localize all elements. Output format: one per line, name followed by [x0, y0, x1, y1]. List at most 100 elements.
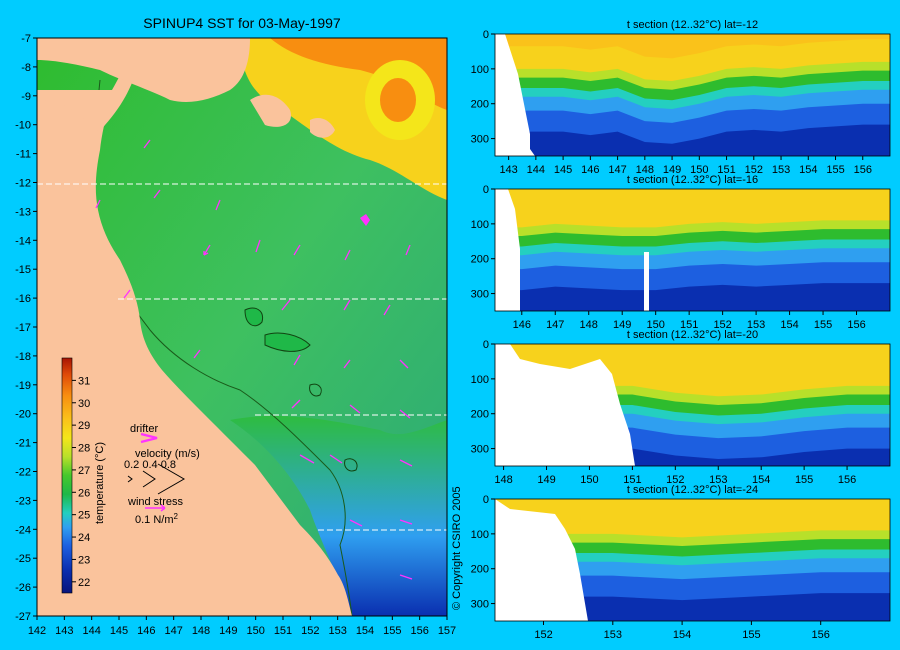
section-x-tick-label: 154: [673, 629, 691, 641]
colorbar-tick-label: 29: [78, 420, 90, 432]
section-x-tick-label: 148: [580, 319, 598, 331]
map-y-tick-label: -7: [21, 33, 31, 45]
map-x-tick-label: 144: [82, 625, 100, 637]
section-frame: [494, 343, 891, 467]
section-x-tick-label: 143: [499, 164, 517, 176]
map-y-tick-label: -25: [15, 553, 31, 565]
section-x-tick-label: 154: [780, 319, 798, 331]
map-y-tick-label: -24: [15, 524, 31, 536]
island: [310, 118, 335, 138]
section-temperature-band: [495, 283, 890, 311]
island: [250, 94, 291, 127]
drifter-label: drifter: [130, 423, 158, 435]
section-y-tick-label: 200: [471, 99, 489, 111]
section-x-tick-label: 150: [580, 474, 598, 486]
map-y-tick-label: -11: [16, 149, 31, 161]
map-y-tick-label: -15: [15, 264, 31, 276]
map-y-axis: -7 -8 -9 -10 -11 -12 -13 -14 -15 -16 -17 -18 -19 -20 -…: [15, 33, 37, 623]
map-x-tick-label: 149: [219, 625, 237, 637]
section-y-tick-label: 100: [471, 64, 489, 76]
velocity-arrows-icon: [127, 463, 186, 495]
section-x-tick-label: 151: [623, 474, 641, 486]
map-x-tick-label: 148: [192, 625, 210, 637]
section-seafloor: [495, 499, 588, 621]
map-title: SPINUP4 SST for 03-May-1997: [143, 15, 341, 31]
section-x-tick-label: 154: [752, 474, 770, 486]
map-x-tick-label: 143: [55, 625, 73, 637]
map-x-tick-label: 157: [438, 625, 456, 637]
section-panel: t section (12..32°C) lat=-24 0 100 200 300 15…: [471, 484, 891, 641]
new-guinea-land: [37, 38, 250, 102]
map-y-tick-label: -17: [15, 322, 31, 334]
section-x-tick-label: 155: [742, 629, 760, 641]
map-y-tick-label: -9: [21, 91, 31, 103]
colorbar-tick-label: 30: [78, 398, 90, 410]
section-y-tick-label: 300: [471, 444, 489, 456]
map-y-tick-label: -12: [15, 178, 31, 190]
colorbar-ticks: 22 23 24 25 26 27 28 29 30 31: [72, 375, 90, 589]
section-title: t section (12..32°C) lat=-16: [627, 174, 758, 186]
map-y-tick-label: -8: [21, 62, 31, 74]
section-ridge: [644, 252, 649, 311]
section-x-tick-label: 144: [527, 164, 545, 176]
section-x-tick-label: 153: [604, 629, 622, 641]
map-y-tick-label: -27: [15, 611, 31, 623]
section-x-tick-label: 147: [608, 164, 626, 176]
map-x-tick-label: 156: [410, 625, 428, 637]
colorbar-tick-label: 22: [78, 577, 90, 589]
section-x-tick-label: 145: [554, 164, 572, 176]
map-y-tick-label: -26: [15, 582, 31, 594]
section-y-tick-label: 0: [483, 494, 489, 506]
section-title: t section (12..32°C) lat=-24: [627, 484, 758, 496]
section-frame: [494, 33, 891, 157]
map-y-tick-label: -18: [15, 351, 31, 363]
section-y-tick-label: 300: [471, 134, 489, 146]
colorbar-tick-label: 26: [78, 487, 90, 499]
section-x-tick-label: 153: [747, 319, 765, 331]
colorbar-tick-label: 25: [78, 510, 90, 522]
colorbar-tick-label: 24: [78, 532, 90, 544]
section-x-tick-label: 150: [646, 319, 664, 331]
wind-stress-label: wind stress: [127, 496, 184, 508]
map-x-tick-label: 154: [356, 625, 374, 637]
map-x-tick-label: 155: [383, 625, 401, 637]
section-temperature-band: [495, 593, 890, 621]
vector-field: [95, 139, 413, 580]
section-x-tick-label: 156: [847, 319, 865, 331]
section-y-tick-label: 0: [483, 29, 489, 41]
map-y-tick-label: -23: [15, 495, 31, 507]
colorbar-tick-label: 28: [78, 443, 90, 455]
section-x-tick-label: 147: [546, 319, 564, 331]
section-x-tick-label: 155: [814, 319, 832, 331]
map-y-tick-label: -10: [15, 120, 31, 132]
australia-land: [37, 38, 352, 616]
map-y-tick-label: -21: [15, 438, 31, 450]
map-y-tick-label: -22: [15, 467, 31, 479]
section-panel: t section (12..32°C) lat=-16 0 100 200 300 14…: [471, 174, 891, 331]
section-y-tick-label: 0: [483, 184, 489, 196]
section-title: t section (12..32°C) lat=-12: [627, 19, 758, 31]
colorbar-tick-label: 31: [78, 375, 90, 387]
section-x-tick-label: 148: [636, 164, 654, 176]
warm-core: [270, 38, 447, 110]
vector-legend: drifter velocity (m/s) 0.2 0.4 0.8 wind …: [124, 423, 200, 526]
section-x-tick-label: 155: [795, 474, 813, 486]
section-x-tick-label: 149: [663, 164, 681, 176]
drifter-marker: [360, 214, 370, 226]
velocity-values: 0.2 0.4 0.8: [124, 459, 176, 471]
map-x-tick-label: 150: [246, 625, 264, 637]
section-x-tick-label: 156: [838, 474, 856, 486]
map-y-tick-label: -13: [15, 206, 31, 218]
section-x-tick-label: 151: [717, 164, 735, 176]
section-x-tick-label: 150: [690, 164, 708, 176]
section-x-tick-label: 152: [666, 474, 684, 486]
section-frame: [494, 498, 891, 622]
section-x-tick-label: 153: [772, 164, 790, 176]
velocity-label: velocity (m/s): [135, 448, 200, 460]
section-y-tick-label: 200: [471, 409, 489, 421]
cool-coastal-water: [230, 415, 447, 616]
map-x-axis: 142 143 144 145 146 147 148 149 150 151 152 153 154 1…: [28, 616, 456, 637]
section-temperature-band: [495, 124, 890, 156]
map-x-tick-label: 145: [110, 625, 128, 637]
